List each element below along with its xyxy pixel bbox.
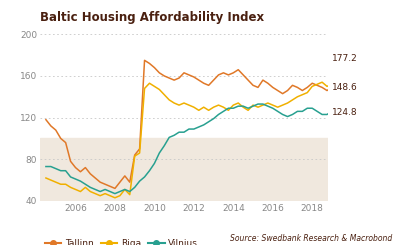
Text: 124.8: 124.8 xyxy=(332,108,358,117)
Text: Source: Swedbank Research & Macrobond: Source: Swedbank Research & Macrobond xyxy=(230,233,392,243)
Text: 177.2: 177.2 xyxy=(332,54,358,62)
Text: 148.6: 148.6 xyxy=(332,83,358,92)
Bar xyxy=(40,138,328,201)
Legend: Tallinn, Riga, Vilnius: Tallinn, Riga, Vilnius xyxy=(42,235,202,245)
Text: Baltic Housing Affordability Index: Baltic Housing Affordability Index xyxy=(40,12,264,24)
